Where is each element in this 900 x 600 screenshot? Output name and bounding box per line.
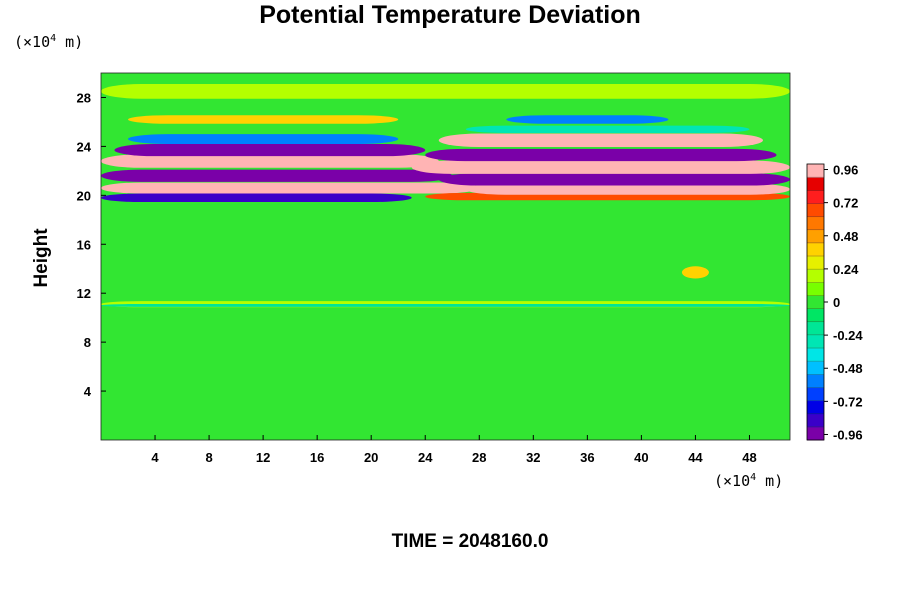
- colorbar-tick-label: 0: [833, 295, 840, 310]
- colorbar-swatch: [807, 321, 824, 336]
- field-band: [438, 173, 790, 186]
- y-unit-base: (×10: [14, 33, 51, 51]
- field-band: [425, 192, 790, 201]
- y-tick-label: 20: [77, 188, 91, 203]
- field-band: [128, 115, 399, 124]
- field-band: [128, 134, 399, 144]
- colorbar-swatch: [807, 256, 824, 270]
- colorbar-tick-label: -0.24: [833, 328, 863, 343]
- x-tick-label: 48: [742, 450, 756, 465]
- x-tick-label: 20: [364, 450, 378, 465]
- x-axis-unit: (×104 m): [714, 472, 783, 490]
- colorbar-swatch: [807, 387, 824, 402]
- field-band: [101, 154, 439, 168]
- y-tick-label: 12: [77, 286, 91, 301]
- colorbar-tick-label: 0.48: [833, 229, 858, 244]
- colorbar-swatch: [807, 426, 824, 441]
- plot-frame: [100, 72, 791, 441]
- colorbar-swatch: [807, 308, 824, 323]
- field-band: [465, 183, 790, 195]
- x-tick-label: 44: [688, 450, 703, 465]
- x-tick-label: 28: [472, 450, 486, 465]
- colorbar-swatch: [807, 334, 824, 349]
- colorbar-swatch: [807, 413, 824, 428]
- time-label: TIME = 2048160.0: [391, 531, 549, 552]
- field-band: [425, 148, 777, 162]
- y-tick-label: 24: [77, 139, 92, 154]
- y-tick-label: 16: [77, 237, 91, 252]
- x-unit-base: (×10: [714, 472, 751, 490]
- colorbar-swatch: [807, 361, 824, 375]
- field-band: [101, 303, 790, 307]
- colorbar-swatch: [807, 282, 824, 296]
- field-band: [101, 193, 412, 203]
- x-unit-exponent: 4: [750, 472, 757, 483]
- colorbar-swatch: [807, 269, 824, 283]
- colorbar-tick-label: 0.96: [833, 163, 858, 178]
- colorbar-tick-label: 0.72: [833, 196, 858, 211]
- colorbar-swatch: [807, 242, 824, 257]
- field-bands: [101, 84, 790, 308]
- colorbar-swatch: [807, 400, 824, 415]
- colorbar-swatch: [807, 348, 824, 362]
- x-tick-label: 4: [151, 450, 159, 465]
- colorbar-swatch: [807, 203, 824, 218]
- y-unit-exponent: 4: [50, 33, 57, 44]
- colorbar-tick-label: -0.96: [833, 427, 863, 442]
- colorbar-tick-label: -0.72: [833, 394, 863, 409]
- colorbar-tick-label: -0.48: [833, 361, 863, 376]
- colorbar-swatch: [807, 229, 824, 244]
- x-tick-label: 16: [310, 450, 324, 465]
- field-band: [101, 84, 790, 99]
- colorbar-swatch: [807, 374, 824, 388]
- x-tick-label: 24: [418, 450, 433, 465]
- y-unit-tail: m): [56, 33, 84, 51]
- colorbar-swatch: [807, 295, 824, 310]
- colorbar-swatch: [807, 216, 824, 231]
- field-band: [438, 133, 763, 148]
- field-band: [114, 143, 426, 157]
- field-band: [411, 160, 790, 174]
- x-tick-label: 32: [526, 450, 540, 465]
- field-band: [465, 125, 750, 133]
- y-tick-label: 4: [84, 384, 92, 399]
- colorbar-swatch: [807, 190, 824, 204]
- field-band: [101, 182, 480, 194]
- x-tick-label: 8: [205, 450, 212, 465]
- x-tick-label: 12: [256, 450, 270, 465]
- colorbar-swatch: [807, 164, 824, 178]
- field-band: [681, 266, 709, 279]
- x-unit-tail: m): [756, 472, 784, 490]
- y-tick-label: 28: [77, 90, 91, 105]
- field-band: [506, 115, 669, 124]
- field-band: [101, 169, 453, 182]
- y-tick-label: 8: [84, 335, 91, 350]
- colorbar-tick-label: 0.24: [833, 262, 859, 277]
- x-tick-label: 36: [580, 450, 594, 465]
- colorbar-swatch: [807, 177, 824, 191]
- y-axis-unit: (×104 m): [14, 33, 83, 51]
- x-tick-label: 40: [634, 450, 648, 465]
- chart-title: Potential Temperature Deviation: [259, 1, 641, 29]
